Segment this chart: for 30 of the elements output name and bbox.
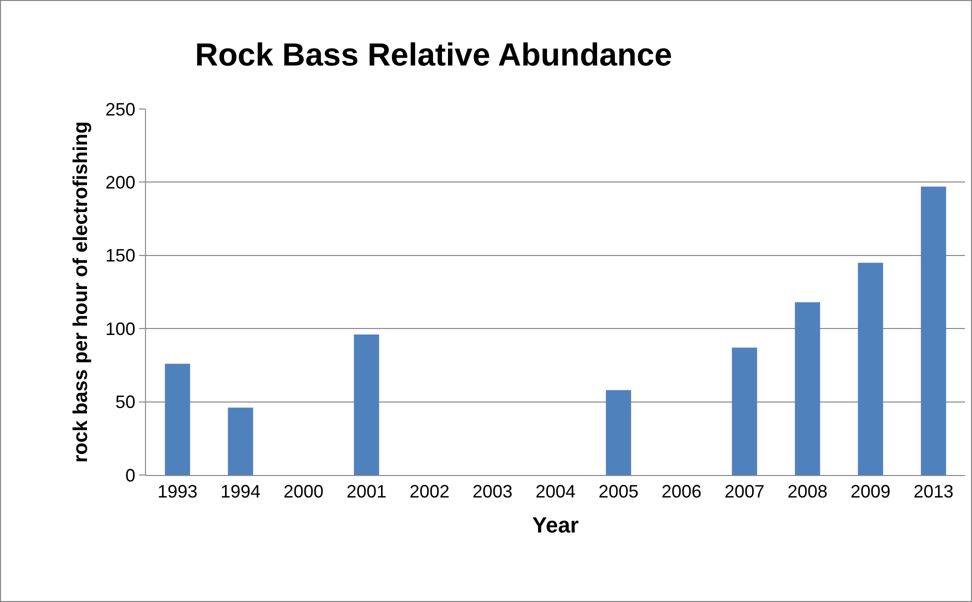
x-axis-title: Year bbox=[532, 512, 580, 538]
bar bbox=[732, 348, 758, 475]
x-tick-label: 2005 bbox=[598, 482, 639, 502]
y-tick-label: 0 bbox=[125, 465, 136, 486]
x-tick-label: 1994 bbox=[220, 482, 261, 502]
x-tick-label: 2002 bbox=[409, 482, 450, 502]
y-axis-title: rock bass per hour of electrofishing bbox=[70, 121, 92, 463]
x-tick-label: 2006 bbox=[661, 482, 702, 502]
bar bbox=[858, 262, 884, 475]
x-tick-label: 2007 bbox=[724, 482, 765, 502]
x-tick-label: 2000 bbox=[283, 482, 324, 502]
y-tick-label: 250 bbox=[105, 99, 136, 120]
y-tick-label: 100 bbox=[105, 318, 136, 339]
x-tick-label: 2013 bbox=[913, 482, 954, 502]
chart-title: Rock Bass Relative Abundance bbox=[195, 36, 672, 72]
bar bbox=[606, 390, 632, 475]
x-tick-label: 2008 bbox=[787, 482, 828, 502]
x-tick-label: 2009 bbox=[850, 482, 891, 502]
x-tick-label: 2003 bbox=[472, 482, 513, 502]
x-tick-label: 1993 bbox=[157, 482, 198, 502]
x-tick-label: 2001 bbox=[346, 482, 387, 502]
bar bbox=[164, 364, 190, 475]
y-tick-label: 150 bbox=[105, 246, 136, 266]
bar bbox=[354, 334, 380, 475]
x-tick-label: 2004 bbox=[535, 482, 576, 502]
bar bbox=[228, 408, 254, 475]
y-tick-label: 200 bbox=[105, 172, 136, 192]
y-tick-label: 50 bbox=[115, 392, 136, 412]
bar bbox=[794, 302, 820, 475]
bar bbox=[920, 186, 946, 475]
